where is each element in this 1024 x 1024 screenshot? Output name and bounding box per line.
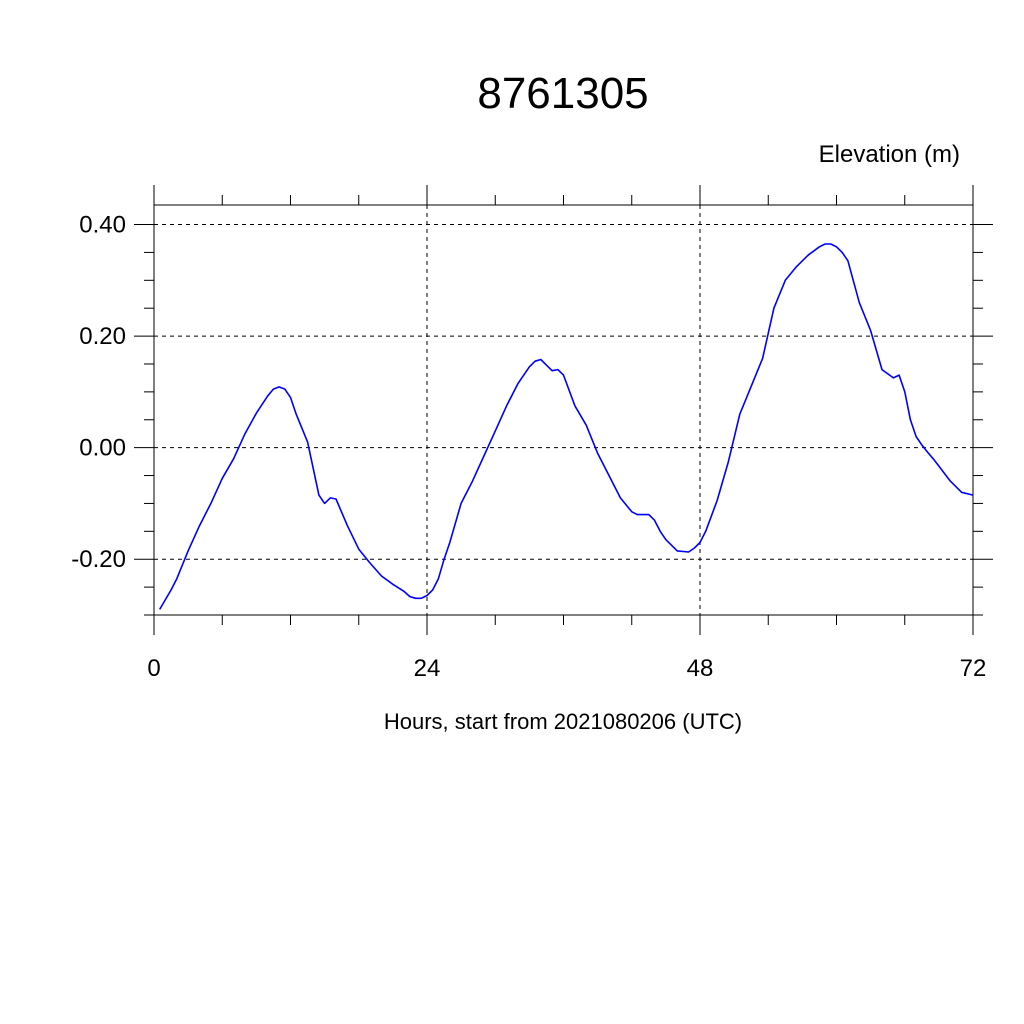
y-axis-label: Elevation (m): [819, 141, 960, 168]
y-tick-label: 0.00: [79, 435, 126, 462]
x-tick-label: 72: [960, 655, 987, 682]
x-tick-label: 24: [414, 655, 441, 682]
y-tick-label: 0.40: [79, 212, 126, 239]
tick-labels: -0.20 0.00 0.20 0.40 0 24 48 72: [71, 212, 986, 682]
elevation-series-line: [159, 243, 974, 610]
y-tick-label: 0.20: [79, 323, 126, 350]
x-tick-label: 48: [687, 655, 714, 682]
x-tick-label: 0: [147, 655, 160, 682]
x-axis-label: Hours, start from 2021080206 (UTC): [384, 709, 742, 734]
series-layer: [159, 243, 974, 610]
chart-title: 8761305: [477, 69, 648, 118]
y-tick-label: -0.20: [71, 546, 126, 573]
grid-lines: [154, 205, 973, 615]
tick-marks: [134, 185, 993, 635]
